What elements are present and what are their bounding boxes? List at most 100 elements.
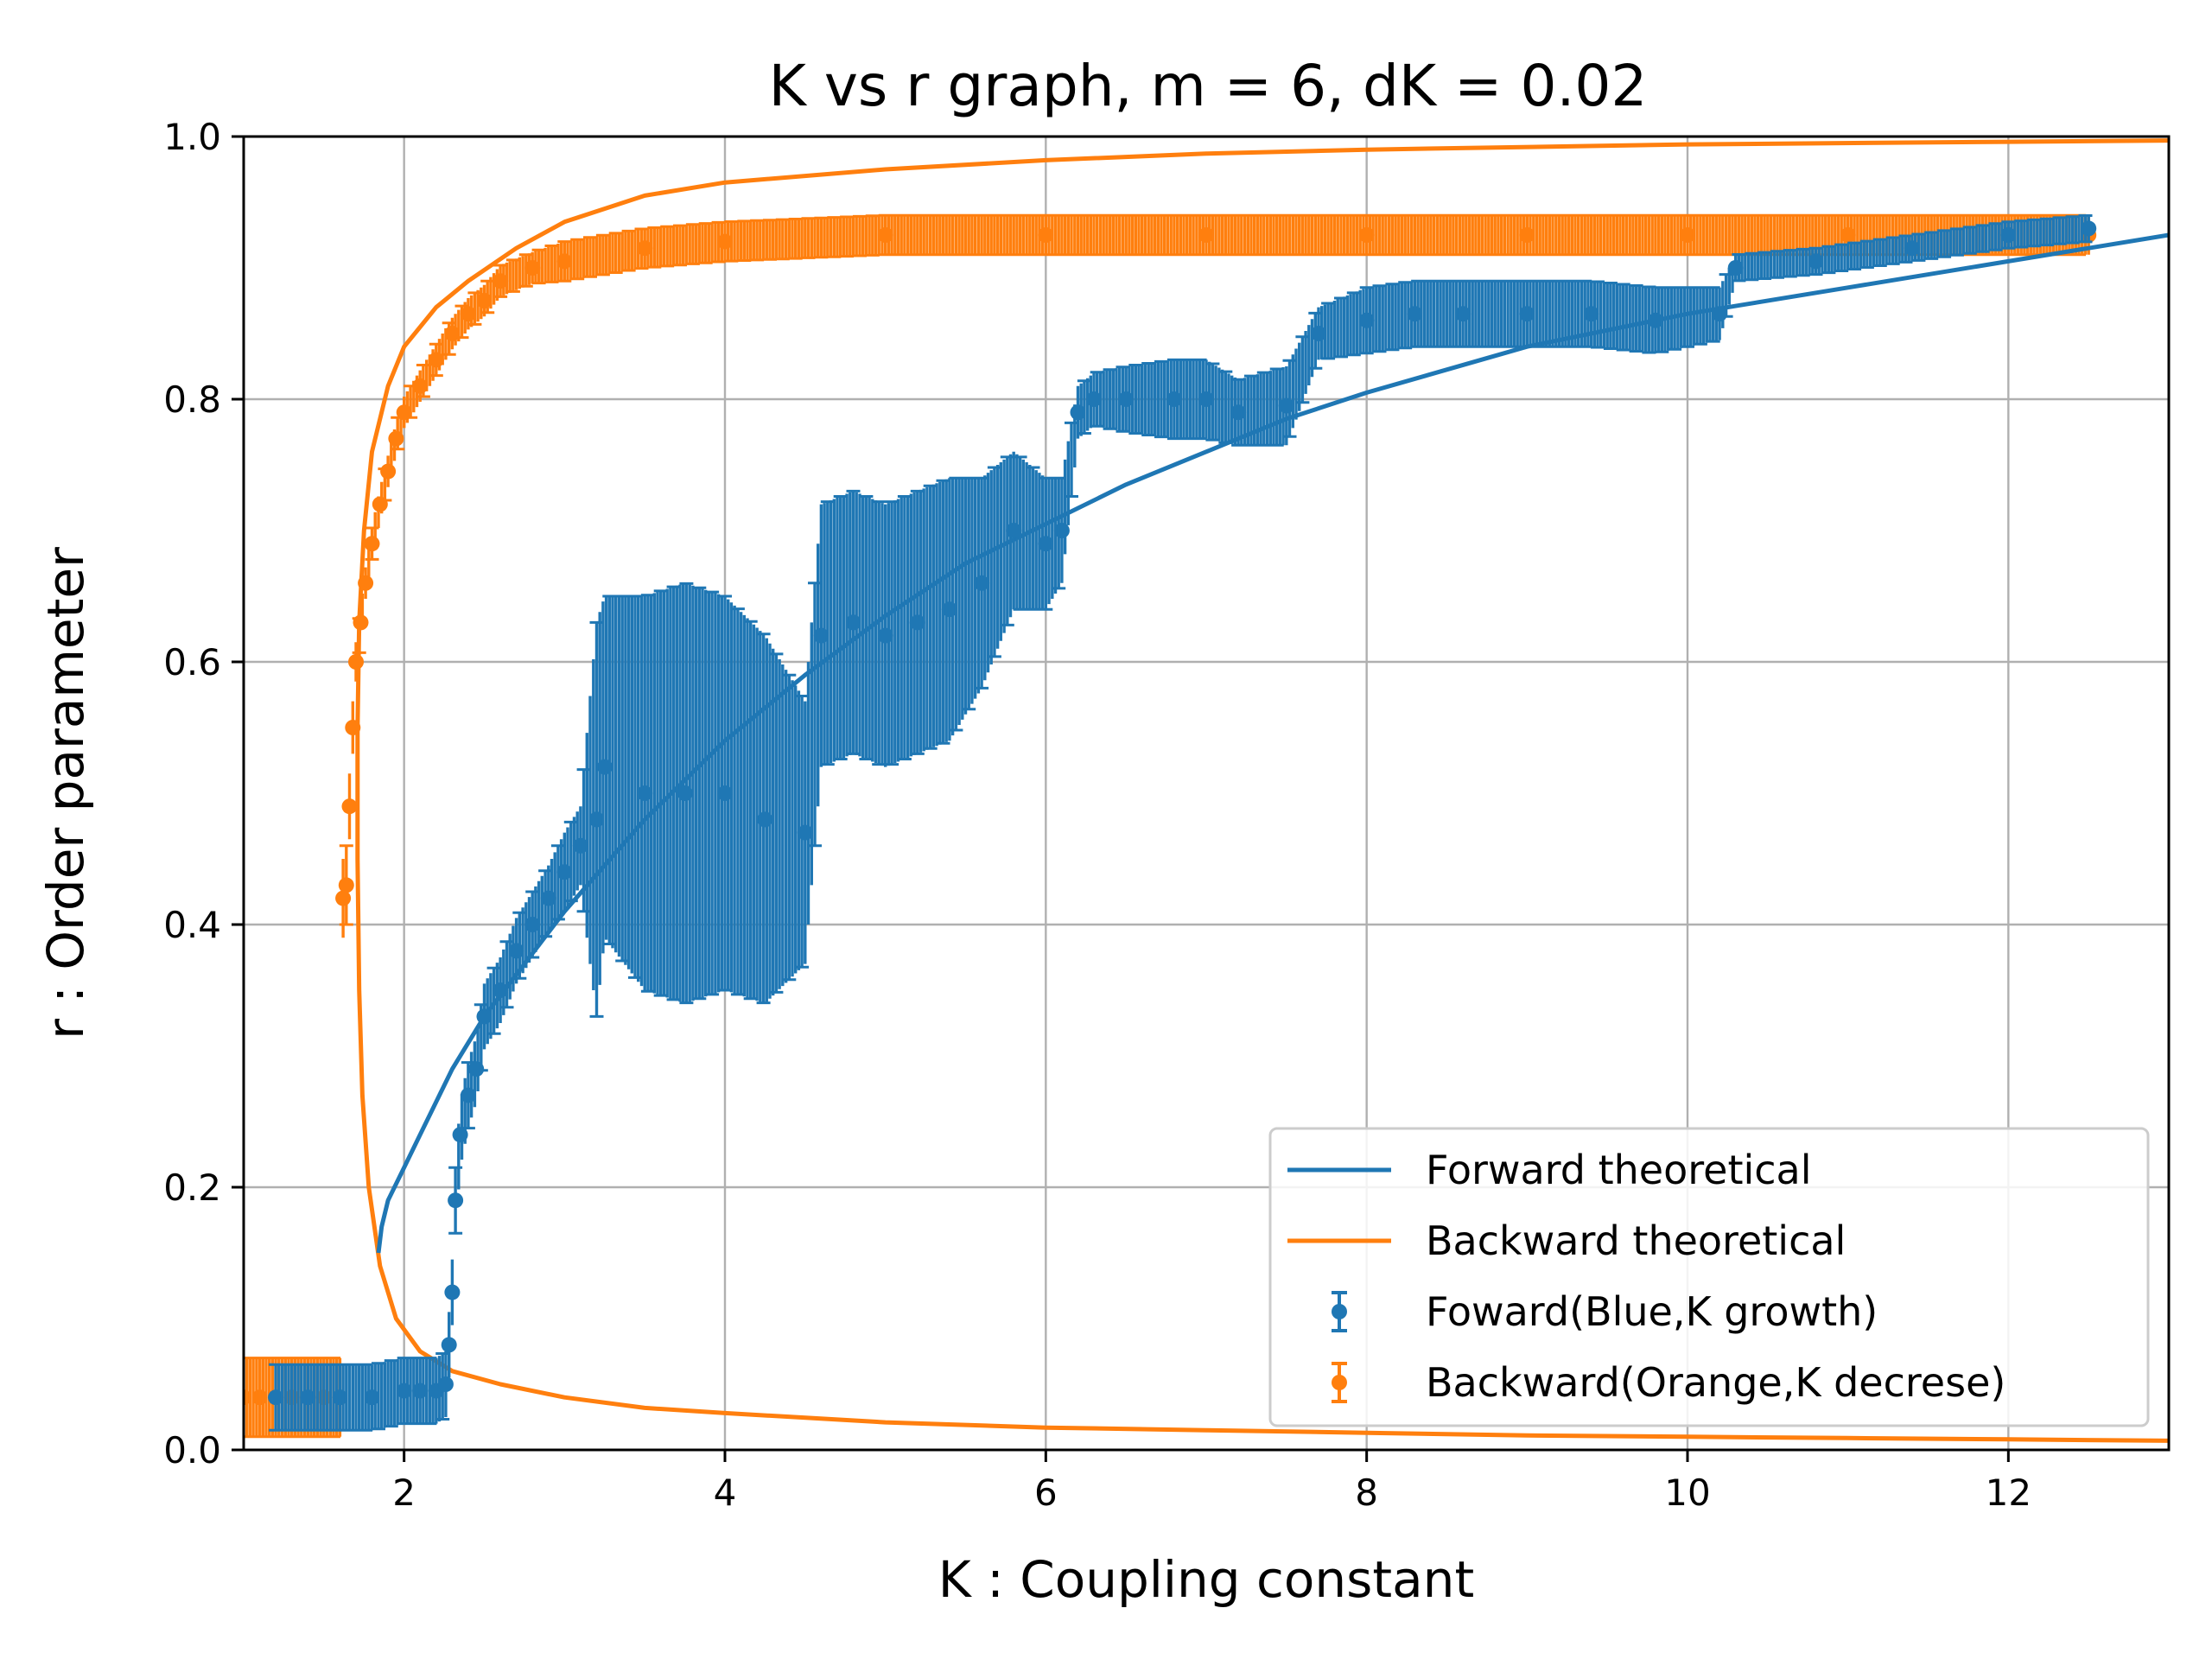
forward-data-point xyxy=(1407,306,1423,322)
plot-area xyxy=(244,138,2169,1443)
backward-data-point xyxy=(524,260,541,276)
y-axis-label: r : Order parameter xyxy=(36,547,95,1039)
x-axis-ticks: 2 4 6 8 10 12 xyxy=(392,1450,2031,1514)
backward-data-point xyxy=(444,326,461,341)
forward-data-point xyxy=(1278,397,1294,414)
legend-box xyxy=(1268,1127,2150,1427)
forward-data-point xyxy=(1006,523,1022,538)
forward-data-point xyxy=(493,982,509,998)
forward-data-point xyxy=(508,943,524,959)
forward-data-point xyxy=(2000,227,2017,243)
legend-backward-theoretical-label: Backward theoretical xyxy=(1426,1217,1846,1264)
backward-data-point xyxy=(412,378,429,394)
backward-data-point xyxy=(335,890,352,906)
legend-forward-errorbar-marker xyxy=(1332,1291,1347,1332)
y-tick-label: 0.0 xyxy=(163,1429,221,1471)
forward-data-point xyxy=(441,1337,457,1353)
backward-data-point xyxy=(877,227,893,243)
x-tick-label: 6 xyxy=(1034,1471,1058,1514)
forward-data-point xyxy=(476,1008,493,1025)
y-tick-label: 0.4 xyxy=(163,904,221,946)
forward-data-point xyxy=(332,1389,348,1406)
backward-data-point xyxy=(244,1389,251,1406)
series-forward-points xyxy=(268,214,2097,1432)
forward-data-point xyxy=(524,917,541,932)
forward-data-point xyxy=(677,785,693,801)
forward-data-point xyxy=(452,1127,468,1143)
chart-title: K vs r graph, m = 6, dK = 0.02 xyxy=(769,53,1648,119)
backward-data-point xyxy=(380,463,397,480)
forward-data-point xyxy=(437,1376,454,1392)
forward-data-point xyxy=(412,1382,429,1399)
forward-data-point xyxy=(797,824,813,841)
forward-data-point xyxy=(1904,240,1920,257)
forward-data-point xyxy=(1583,306,1599,322)
x-tick-label: 8 xyxy=(1355,1471,1378,1514)
series-backward-theoretical xyxy=(355,138,2169,1443)
backward-data-point xyxy=(1519,227,1535,243)
backward-data-point xyxy=(396,404,412,421)
forward-data-point xyxy=(1712,306,1728,322)
x-tick-label: 2 xyxy=(392,1471,416,1514)
backward-data-point xyxy=(637,240,653,257)
forward-data-point xyxy=(1519,306,1535,322)
forward-data-point xyxy=(1070,404,1086,421)
forward-data-point xyxy=(845,614,861,631)
forward-data-point xyxy=(974,575,990,591)
legend: Forward theoretical Backward theoretical… xyxy=(1268,1127,2150,1427)
forward-data-point xyxy=(941,601,957,618)
backward-data-point xyxy=(476,293,493,308)
backward-data-point xyxy=(345,720,361,735)
forward-data-point xyxy=(1086,391,1102,407)
backward-data-point xyxy=(358,575,374,591)
forward-data-point xyxy=(2081,220,2097,237)
backward-data-point xyxy=(251,1389,268,1406)
backward-data-point xyxy=(372,496,388,512)
forward-data-point xyxy=(1358,312,1375,328)
backward-data-point xyxy=(1840,227,1856,243)
backward-data-point xyxy=(353,614,369,631)
legend-forward-theoretical-label: Forward theoretical xyxy=(1426,1147,1812,1193)
forward-data-point xyxy=(588,811,605,828)
backward-data-point xyxy=(1358,227,1375,243)
forward-data-point xyxy=(300,1389,316,1406)
forward-data-point xyxy=(1198,391,1214,407)
backward-data-point xyxy=(388,430,404,447)
forward-data-point xyxy=(1118,391,1135,407)
forward-data-point xyxy=(1727,260,1744,276)
forward-data-point xyxy=(556,864,573,880)
x-tick-label: 12 xyxy=(1986,1471,2031,1514)
forward-data-point xyxy=(909,614,925,631)
backward-data-point xyxy=(717,233,733,250)
y-tick-label: 1.0 xyxy=(163,116,221,158)
forward-data-point xyxy=(877,627,893,644)
backward-data-point xyxy=(364,536,380,552)
backward-data-point xyxy=(1038,227,1054,243)
forward-data-point xyxy=(572,837,588,854)
legend-forward-points-label: Foward(Blue,K growth) xyxy=(1426,1288,1878,1335)
y-axis-ticks: 0.0 0.2 0.4 0.6 0.8 1.0 xyxy=(163,116,244,1471)
backward-data-point xyxy=(460,306,476,322)
forward-data-point xyxy=(757,811,773,828)
forward-data-point xyxy=(596,759,613,775)
forward-data-point xyxy=(813,627,830,644)
forward-data-point xyxy=(444,1284,461,1300)
forward-data-point xyxy=(1166,391,1182,407)
forward-data-point xyxy=(540,890,556,906)
forward-data-errorcaps xyxy=(269,214,2093,1432)
forward-data-point xyxy=(1230,404,1247,421)
forward-data-point xyxy=(448,1192,464,1209)
backward-data-point xyxy=(556,253,573,270)
forward-data-point xyxy=(364,1389,380,1406)
y-tick-label: 0.6 xyxy=(163,641,221,683)
backward-data-point xyxy=(341,798,358,815)
forward-data-point xyxy=(717,785,733,801)
x-axis-label: K : Coupling constant xyxy=(938,1550,1474,1609)
y-tick-label: 0.2 xyxy=(163,1166,221,1209)
forward-data-point xyxy=(1455,306,1471,322)
forward-data-point xyxy=(1053,523,1070,538)
backward-data-point xyxy=(338,877,354,893)
backward-data-point xyxy=(1680,227,1695,243)
legend-backward-errorbar-marker xyxy=(1332,1362,1347,1403)
